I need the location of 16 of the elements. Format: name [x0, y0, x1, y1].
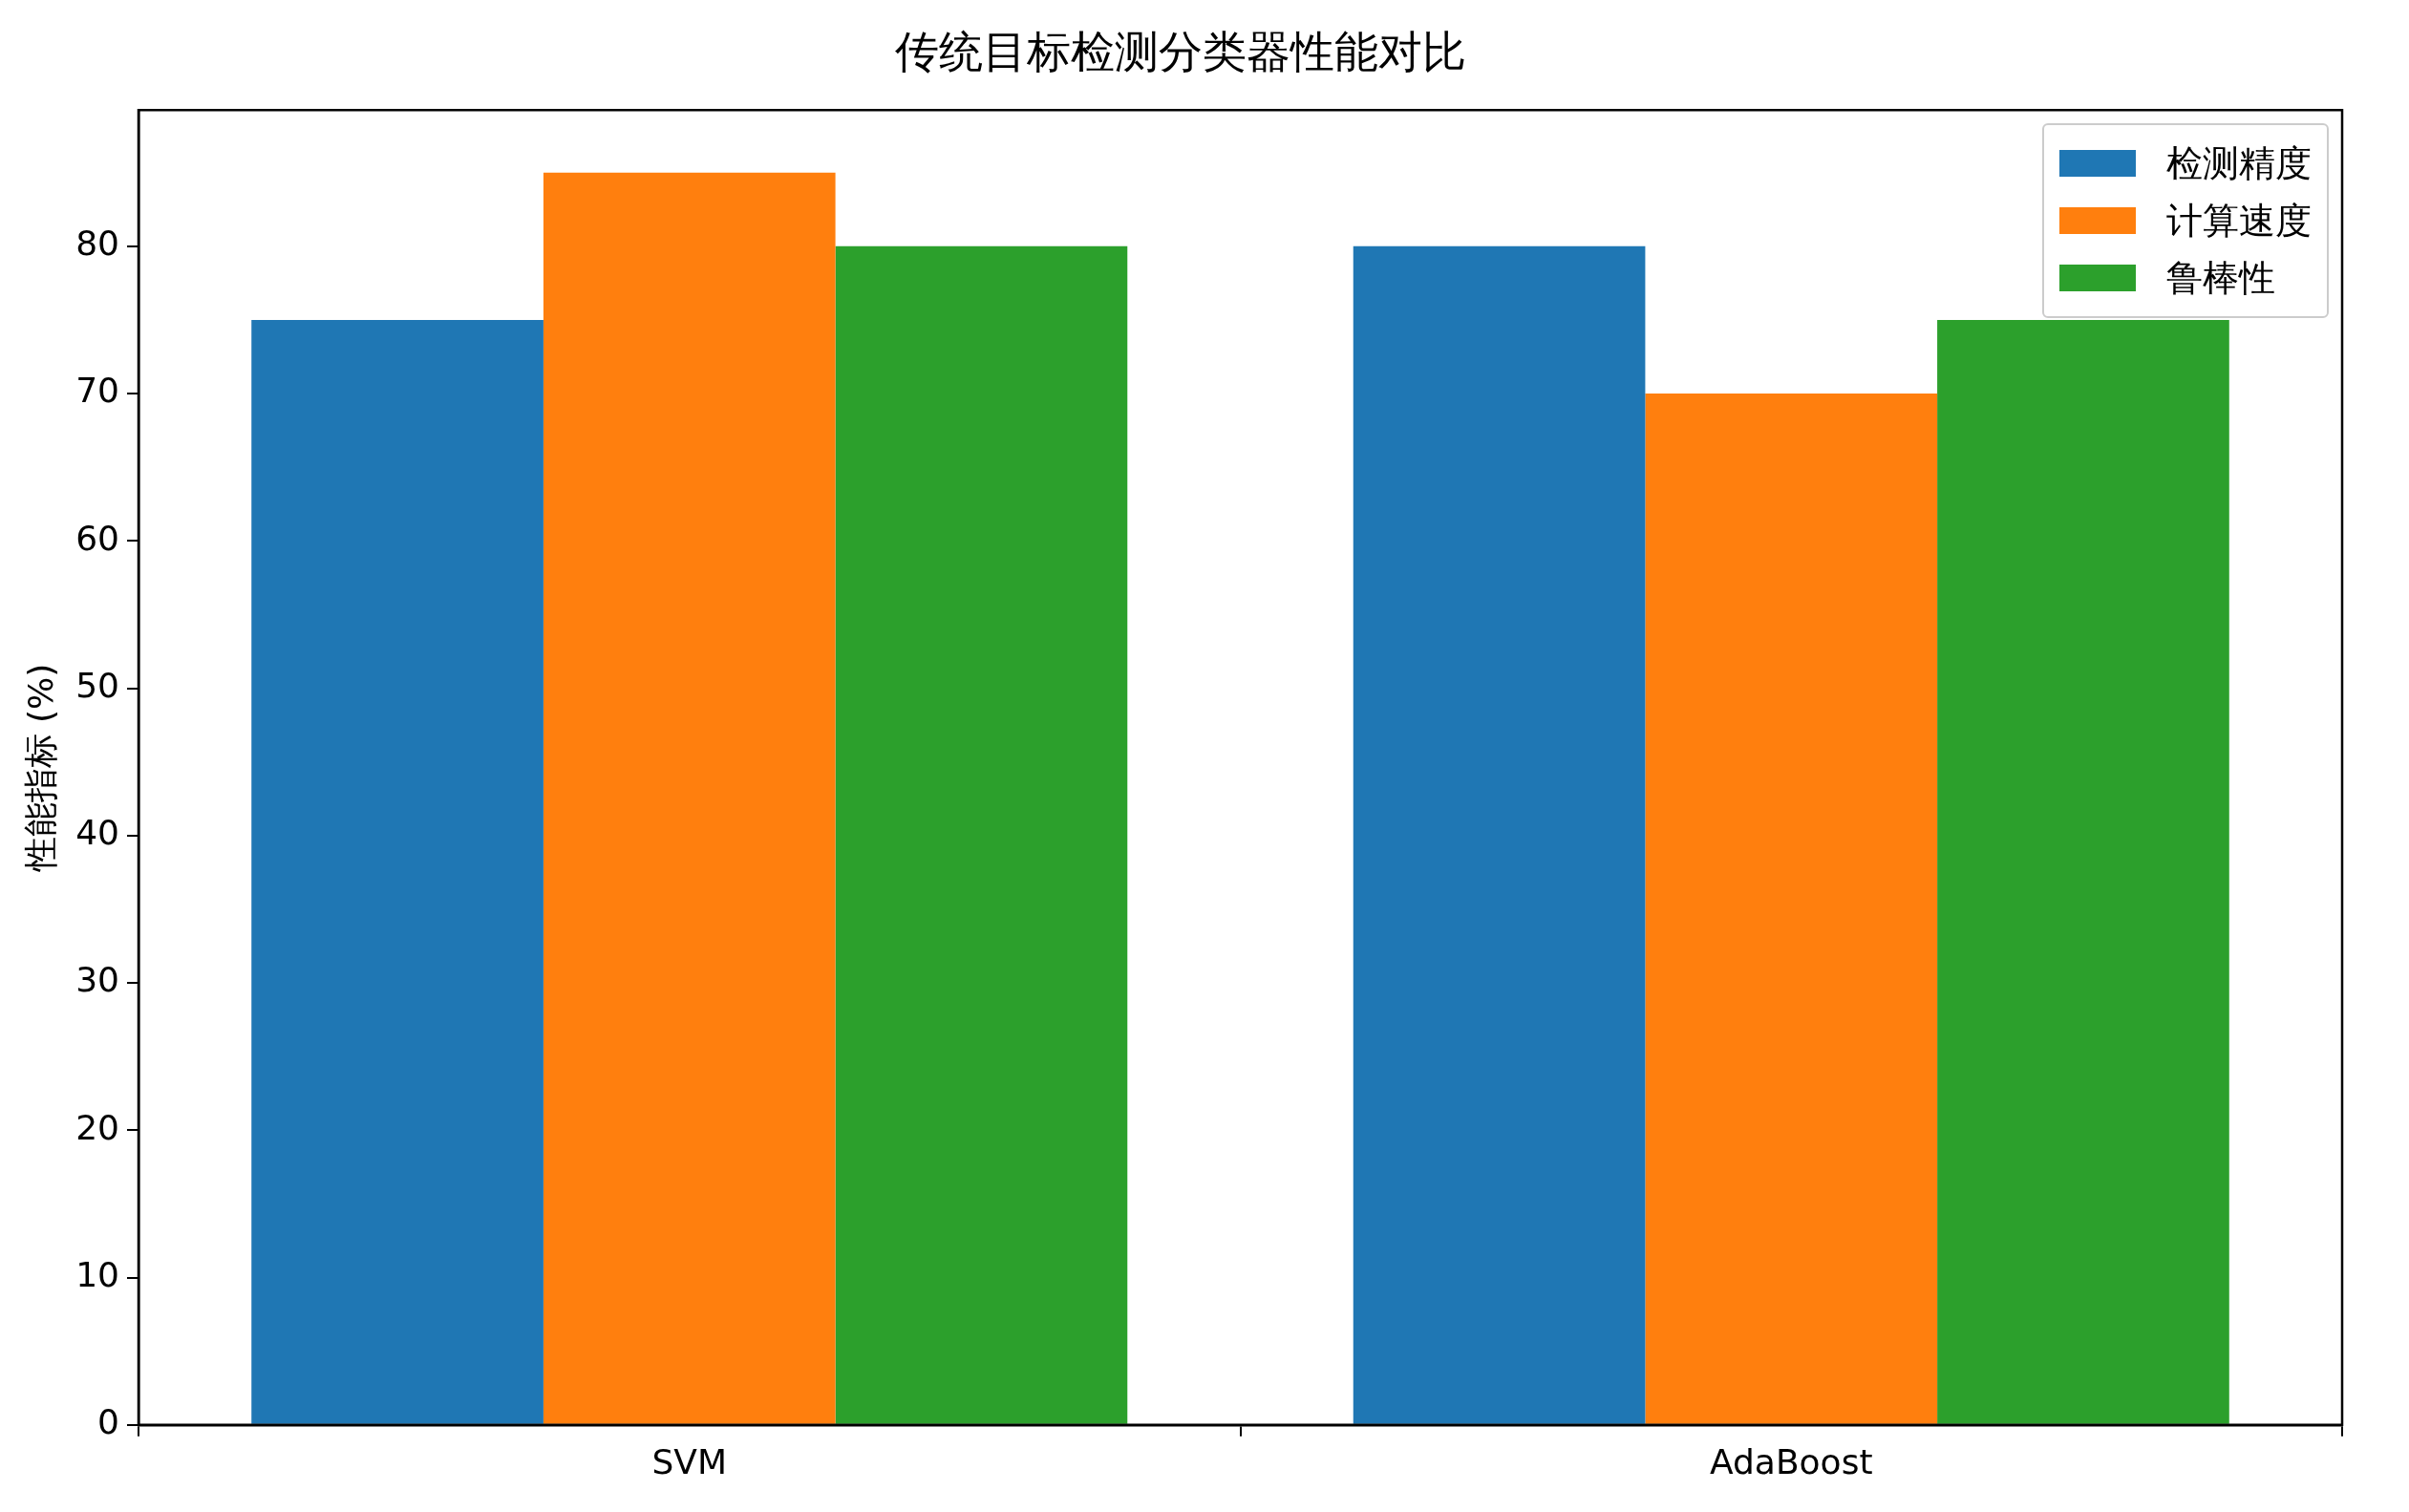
legend-label: 计算速度: [2166, 198, 2312, 244]
y-tick-label: 80: [75, 224, 120, 264]
y-tick-label: 50: [75, 665, 120, 705]
y-tick-label: 60: [75, 518, 120, 558]
y-tick-label: 10: [75, 1254, 120, 1294]
y-tick-label: 20: [75, 1107, 120, 1147]
chart-title: 传统目标检测分类器性能对比: [895, 25, 1466, 77]
y-tick-label: 70: [75, 371, 120, 411]
y-tick-label: 30: [75, 960, 120, 1000]
y-axis-title: 性能指标 (%): [20, 663, 60, 873]
x-tick-label: SVM: [651, 1441, 728, 1481]
y-tick-label: 40: [75, 813, 120, 853]
x-tick-label: AdaBoost: [1709, 1441, 1873, 1481]
legend-label: 检测精度: [2166, 140, 2312, 186]
legend-label: 鲁棒性: [2166, 255, 2275, 301]
y-tick-label: 0: [97, 1402, 120, 1442]
